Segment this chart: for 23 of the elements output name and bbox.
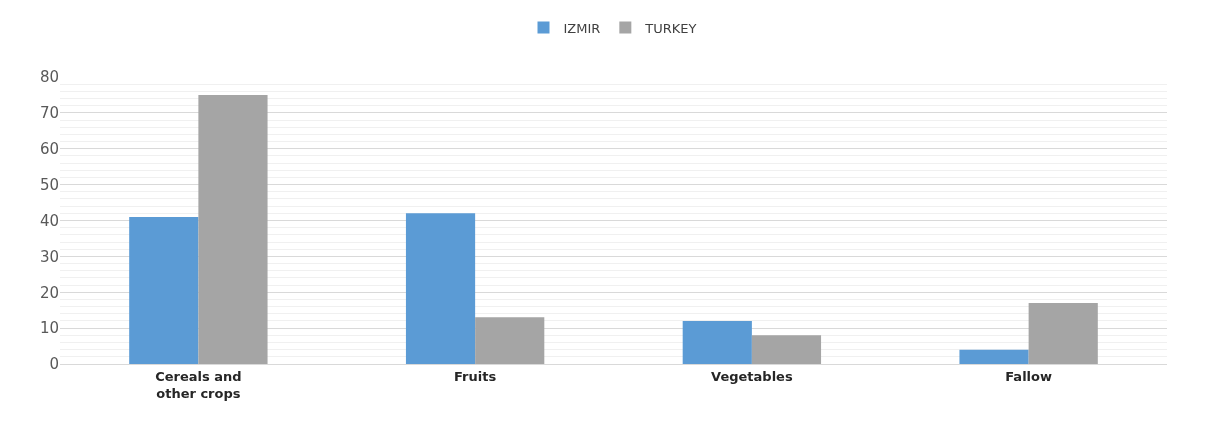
y-tick-label: 10: [39, 319, 59, 338]
bar: [682, 320, 752, 364]
bar: [129, 216, 199, 364]
y-tick-label: 20: [39, 283, 59, 302]
y-tick-label: 40: [39, 211, 59, 230]
y-tick-label: 70: [39, 104, 59, 123]
bar: [405, 213, 476, 364]
legend-label: IZMIR: [563, 20, 601, 36]
x-tick-label: Vegetables: [711, 368, 793, 384]
y-tick-label: 60: [39, 140, 59, 158]
y-tick-label: 0: [49, 355, 59, 374]
y-tick-label: 50: [39, 175, 59, 194]
bar: [475, 317, 545, 364]
bar: [1028, 303, 1098, 364]
x-tick-label: Fallow: [1005, 368, 1053, 384]
legend-label: TURKEY: [644, 20, 697, 36]
bar: [198, 94, 268, 364]
bar: [959, 349, 1029, 364]
x-tick-label: Fruits: [454, 368, 497, 384]
x-tick-label: Cereals and other crops: [155, 368, 242, 401]
bar: [751, 335, 822, 364]
y-tick-label: 80: [39, 68, 59, 87]
y-tick-label: 30: [39, 247, 59, 266]
